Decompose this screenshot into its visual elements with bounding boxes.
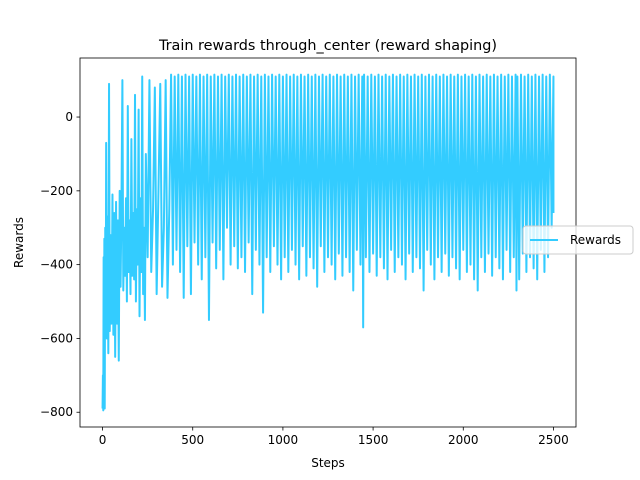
x-tick-label: 500 <box>181 433 204 447</box>
y-tick-label: −800 <box>40 405 73 419</box>
x-tick-label: 1500 <box>358 433 389 447</box>
chart-title: Train rewards through_center (reward sha… <box>158 38 497 54</box>
x-tick-label: 2500 <box>538 433 569 447</box>
x-tick-label: 1000 <box>268 433 299 447</box>
series-layer <box>101 73 555 412</box>
x-tick-label: 0 <box>99 433 107 447</box>
y-tick-label: −600 <box>40 331 73 345</box>
y-tick-label: −400 <box>40 258 73 272</box>
y-tick-label: −200 <box>40 184 73 198</box>
legend: Rewards <box>522 225 634 255</box>
y-tick-label: 0 <box>65 110 73 124</box>
legend-box <box>522 225 634 255</box>
y-axis: −800 −600 −400 −200 0 <box>40 110 80 419</box>
series-line-rewards <box>101 73 555 412</box>
x-axis-label: Steps <box>311 456 345 470</box>
x-tick-label: 2000 <box>448 433 479 447</box>
legend-label: Rewards <box>570 233 621 247</box>
x-axis: 0 500 1000 1500 2000 2500 <box>99 427 569 447</box>
y-axis-label: Rewards <box>12 217 26 268</box>
